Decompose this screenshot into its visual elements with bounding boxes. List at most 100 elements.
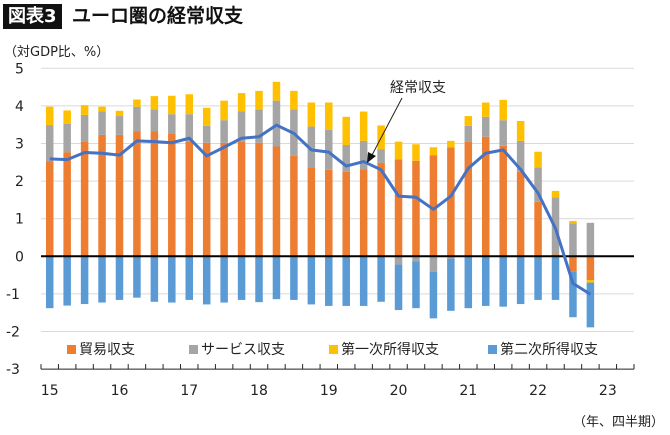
chart-title: ユーロ圏の経常収支 (72, 5, 244, 27)
bar-segment-secondary-income (220, 256, 228, 303)
bar-segment-primary-income (325, 102, 333, 130)
bar-segment-secondary-income (516, 256, 525, 305)
bar-segment-secondary-income (569, 271, 577, 318)
bar-segment-trade (394, 159, 403, 257)
x-tick-label: 23 (599, 383, 617, 399)
bar-segment-primary-income (115, 110, 124, 117)
bar-segment-trade (220, 142, 228, 257)
bar-segment-secondary-income (359, 256, 368, 306)
bar-segment-secondary-income (185, 256, 193, 300)
bar-segment-trade (290, 155, 298, 257)
legend-item-services: サービス収支 (189, 339, 285, 359)
y-tick-label: 4 (15, 99, 24, 115)
bar-segment-secondary-income (98, 256, 106, 303)
bar-segment-primary-income (290, 90, 298, 110)
bar-segment-primary-income (255, 90, 263, 110)
bar-segment-primary-income (482, 102, 490, 117)
bar-segment-secondary-income (534, 256, 542, 300)
bar-segment-secondary-income (202, 256, 211, 305)
bar-segment-secondary-income (377, 256, 385, 302)
bar-segment-primary-income (586, 279, 595, 283)
bar-segment-services (534, 167, 542, 202)
bar-segment-services (412, 256, 420, 262)
bar-segment-primary-income (307, 102, 316, 127)
bar-segment-trade (98, 134, 106, 257)
annotation-label: 経常収支 (390, 80, 446, 96)
bar-segment-secondary-income (464, 256, 473, 309)
y-tick-label: 3 (15, 137, 24, 153)
bar-segment-primary-income (569, 220, 577, 224)
x-tick-label: 22 (529, 383, 547, 399)
bar-segment-services (98, 111, 106, 135)
x-tick-label: 21 (459, 383, 477, 399)
bar-segment-secondary-income (499, 256, 507, 307)
bar-segment-primary-income (185, 94, 193, 115)
bar-segment-secondary-income (168, 256, 176, 303)
bar-segment-secondary-income (290, 256, 298, 300)
y-tick-label: 2 (15, 174, 24, 190)
bar-segment-secondary-income (237, 256, 246, 300)
bar-segment-services (115, 116, 124, 135)
bar-segment-primary-income (516, 120, 525, 141)
bar-segment-primary-income (394, 141, 403, 160)
bar-segment-secondary-income (272, 256, 281, 300)
bar-segment-trade (185, 141, 193, 257)
bar-segment-services (133, 106, 141, 132)
bar-segment-secondary-income (115, 256, 124, 300)
bar-segment-services (499, 120, 507, 146)
bar-segment-secondary-income (150, 256, 159, 302)
bar-segment-primary-income (359, 111, 368, 141)
bar-segment-services (394, 256, 403, 265)
bar-segment-services (220, 120, 228, 143)
figure-label: 図表3 (3, 4, 62, 29)
bar-segment-trade (342, 171, 350, 257)
bar-segment-primary-income (150, 96, 159, 110)
bar-segment-primary-income (412, 144, 420, 161)
bar-segment-services (237, 111, 246, 142)
bar-segment-trade (464, 141, 473, 257)
y-tick-label: -2 (6, 325, 20, 341)
bar-segment-primary-income (499, 99, 507, 121)
bar-segment-secondary-income (63, 256, 71, 306)
legend-swatch (189, 344, 198, 354)
bar-segment-primary-income (429, 147, 438, 156)
bar-segment-primary-income (98, 106, 106, 112)
bar-segment-services (447, 256, 455, 259)
bar-segment-trade (168, 133, 176, 257)
bar-segment-trade (586, 256, 595, 280)
bar-segment-trade (534, 201, 542, 257)
x-axis-unit: （年、四半期） (572, 415, 664, 430)
y-tick-label: 5 (15, 61, 24, 77)
bar-segment-secondary-income (325, 256, 333, 306)
bar-segment-secondary-income (255, 256, 263, 303)
bar-segment-trade (115, 134, 124, 257)
bar-segment-secondary-income (342, 256, 350, 306)
bar-segment-trade (447, 147, 455, 257)
x-tick-label: 15 (41, 383, 59, 399)
y-tick-label: -1 (6, 287, 20, 303)
bar-segment-primary-income (133, 99, 141, 107)
bar-segment-services (185, 114, 193, 142)
bar-segment-primary-income (45, 106, 54, 126)
legend-label: 貿易収支 (79, 342, 135, 358)
bar-segment-primary-income (237, 93, 246, 112)
bar-segment-services (168, 114, 176, 134)
bar-segment-trade (429, 155, 438, 257)
bar-segment-primary-income (168, 95, 176, 115)
bar-segment-trade (202, 142, 211, 257)
bar-segment-trade (150, 131, 159, 257)
bar-segment-trade (307, 167, 316, 257)
bar-segment-secondary-income (429, 271, 438, 319)
bar-segment-services (272, 100, 281, 147)
legend-item-trade: 貿易収支 (67, 339, 135, 359)
bar-segment-trade (272, 146, 281, 257)
bar-segment-primary-income (342, 116, 350, 146)
annotation-arrow-line (370, 97, 403, 158)
x-tick-label: 18 (250, 383, 268, 399)
bar-segment-primary-income (80, 105, 89, 115)
legend-item-secondary-income: 第二次所得収支 (488, 339, 598, 359)
bar-segment-services (569, 223, 577, 257)
bar-segment-primary-income (447, 140, 455, 148)
legend-label: 第一次所得収支 (341, 342, 439, 358)
bar-segment-services (150, 109, 159, 132)
